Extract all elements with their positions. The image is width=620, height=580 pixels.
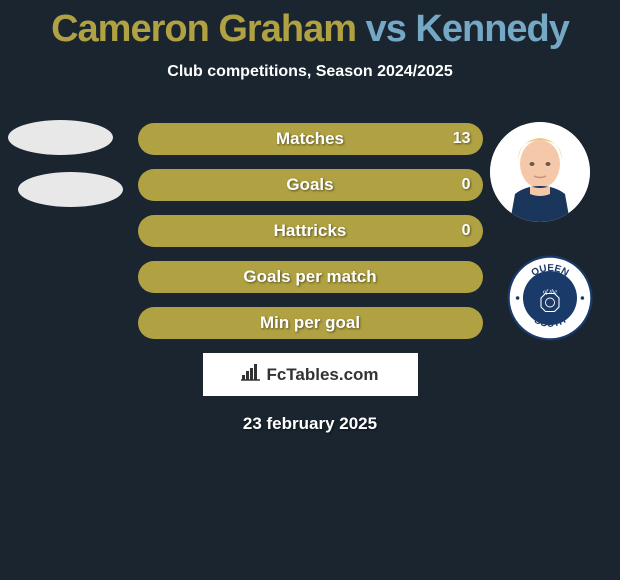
chart-icon — [241, 363, 261, 386]
stat-row: Hattricks 0 — [0, 215, 620, 247]
player1-name: Cameron Graham — [51, 8, 356, 50]
stat-value-right: 0 — [462, 222, 471, 240]
stat-row: Min per goal — [0, 307, 620, 339]
page-title: Cameron Graham vs Kennedy — [0, 0, 620, 51]
vs-text: vs — [366, 8, 406, 50]
stat-label: Min per goal — [260, 313, 360, 333]
stat-row: Goals 0 — [0, 169, 620, 201]
stat-bar: Matches 13 — [138, 123, 483, 155]
stat-label: Matches — [276, 129, 344, 149]
stat-value-right: 0 — [462, 176, 471, 194]
stats-container: Matches 13 Goals 0 Hattricks 0 Goals per match… — [0, 123, 620, 339]
stat-value-right: 13 — [453, 130, 471, 148]
player2-name: Kennedy — [415, 8, 568, 50]
stat-label: Hattricks — [274, 221, 347, 241]
brand-logo: FcTables.com — [203, 353, 418, 396]
stat-bar: Min per goal — [138, 307, 483, 339]
stat-label: Goals per match — [243, 267, 376, 287]
stat-bar: Goals 0 — [138, 169, 483, 201]
brand-text: FcTables.com — [266, 365, 378, 385]
stat-bar: Goals per match — [138, 261, 483, 293]
stat-label: Goals — [286, 175, 333, 195]
subtitle: Club competitions, Season 2024/2025 — [0, 63, 620, 81]
stat-row: Goals per match — [0, 261, 620, 293]
stat-row: Matches 13 — [0, 123, 620, 155]
stat-bar: Hattricks 0 — [138, 215, 483, 247]
date-text: 23 february 2025 — [0, 414, 620, 434]
